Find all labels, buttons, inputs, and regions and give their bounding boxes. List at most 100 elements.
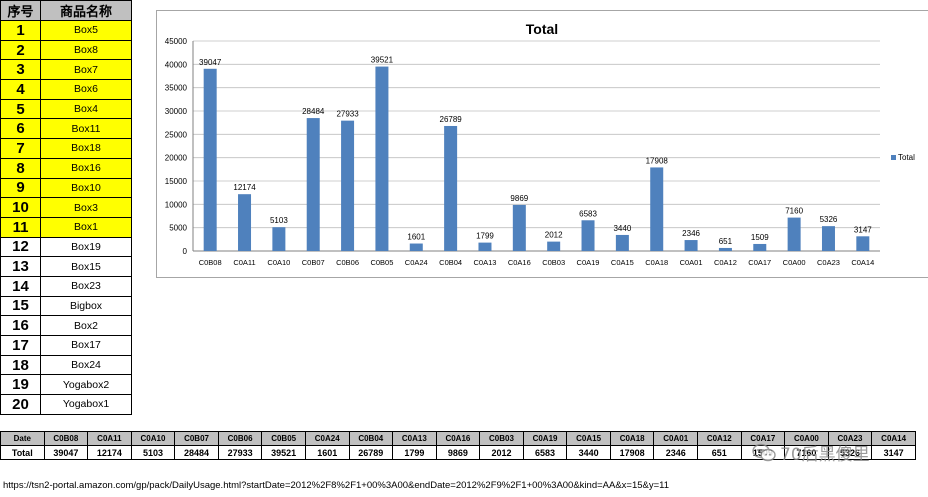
bar xyxy=(341,120,355,251)
row-number: 12 xyxy=(0,236,41,258)
legend-swatch xyxy=(891,155,896,160)
x-tick-label: C0A13 xyxy=(474,258,497,267)
date-header: Date xyxy=(0,431,45,446)
x-tick-label: C0B06 xyxy=(336,258,359,267)
product-name: Box4 xyxy=(40,98,132,120)
product-row: 4 Box6 xyxy=(0,79,132,100)
legend-label: Total xyxy=(898,153,915,162)
product-row: 10 Box3 xyxy=(0,197,132,218)
x-tick-label: C0B07 xyxy=(302,258,325,267)
column-header: C0A14 xyxy=(871,431,916,446)
bar xyxy=(272,227,286,251)
product-name: Box16 xyxy=(40,157,132,179)
product-row: 2 Box8 xyxy=(0,39,132,61)
x-tick-label: C0A00 xyxy=(783,258,806,267)
data-label: 651 xyxy=(719,237,733,246)
product-row: 16 Box2 xyxy=(0,315,132,336)
bar xyxy=(238,194,252,251)
y-tick-label: 45000 xyxy=(165,37,188,46)
bar xyxy=(718,247,732,251)
row-number: 3 xyxy=(0,59,41,81)
column-header: C0B05 xyxy=(261,431,306,446)
product-name: Box15 xyxy=(40,256,132,277)
y-tick-label: 20000 xyxy=(165,154,188,163)
bar xyxy=(581,220,595,251)
wechat-icon xyxy=(752,443,776,461)
row-number: 1 xyxy=(0,20,41,41)
x-tick-label: C0B04 xyxy=(439,258,462,267)
column-header: C0B07 xyxy=(174,431,219,446)
bar xyxy=(409,243,423,251)
product-name: Box2 xyxy=(40,315,132,336)
data-label: 39521 xyxy=(371,56,394,65)
data-label: 6583 xyxy=(579,209,597,218)
watermark-text: 70后黑傻里 xyxy=(780,445,870,465)
product-row: 14 Box23 xyxy=(0,275,132,297)
column-header: C0A12 xyxy=(697,431,742,446)
total-cell: 3147 xyxy=(871,445,916,460)
data-label: 9869 xyxy=(510,194,528,203)
data-label: 27933 xyxy=(336,110,359,119)
total-cell: 2346 xyxy=(653,445,698,460)
total-cell: 1799 xyxy=(392,445,437,460)
product-name: Box18 xyxy=(40,138,132,159)
y-tick-label: 5000 xyxy=(169,224,187,233)
product-row: 11 Box1 xyxy=(0,216,132,238)
y-tick-label: 15000 xyxy=(165,177,188,186)
y-tick-label: 10000 xyxy=(165,200,188,209)
y-tick-label: 30000 xyxy=(165,107,188,116)
total-cell: 39047 xyxy=(43,445,89,460)
row-number: 15 xyxy=(0,295,41,317)
total-label: Total xyxy=(0,445,45,460)
product-row: 5 Box4 xyxy=(0,98,132,120)
data-label: 7160 xyxy=(785,207,803,216)
bar xyxy=(753,243,767,251)
column-header: C0A17 xyxy=(740,431,786,446)
total-cell: 39521 xyxy=(261,445,306,460)
product-row: 8 Box16 xyxy=(0,157,132,179)
total-cell: 2012 xyxy=(479,445,524,460)
column-header: C0A13 xyxy=(392,431,437,446)
product-row: 7 Box18 xyxy=(0,138,132,159)
product-table-header: 序号 商品名称 xyxy=(0,0,132,21)
total-cell: 17908 xyxy=(609,445,655,460)
column-header: C0A18 xyxy=(609,431,655,446)
product-table: 序号 商品名称 1 Box5 2 Box8 3 Box7 4 Box6 5 Box4 6 Box11 7… xyxy=(0,0,132,415)
row-number: 20 xyxy=(0,394,41,415)
usage-table-row: Total 39047 12174 5103 28484 27933 39521 1601 26… xyxy=(0,445,916,460)
chart-title: Total xyxy=(526,21,558,37)
column-header: C0A15 xyxy=(566,431,611,446)
data-label: 17908 xyxy=(646,156,669,165)
watermark: 70后黑傻里 xyxy=(752,440,870,465)
x-tick-label: C0A23 xyxy=(817,258,840,267)
y-tick-label: 25000 xyxy=(165,130,188,139)
product-name: Box11 xyxy=(40,118,132,140)
total-chart: Total 0 5000 10000 15000 20000 25000 30000 35000… xyxy=(156,10,928,278)
product-row: 20 Yogabox1 xyxy=(0,394,132,415)
bar xyxy=(478,242,492,251)
product-row: 3 Box7 xyxy=(0,59,132,81)
total-cell: 5103 xyxy=(130,445,176,460)
data-label: 3440 xyxy=(613,224,631,233)
column-header: C0A10 xyxy=(130,431,176,446)
product-row: 15 Bigbox xyxy=(0,295,132,317)
product-name: Yogabox2 xyxy=(40,374,132,396)
column-header: C0A19 xyxy=(522,431,568,446)
product-name: Box3 xyxy=(40,197,132,218)
data-label: 12174 xyxy=(233,183,256,192)
total-cell: 1601 xyxy=(304,445,350,460)
source-url[interactable]: https://tsn2-portal.amazon.com/gp/pack/D… xyxy=(3,480,670,491)
bar xyxy=(375,66,389,251)
x-tick-label: C0A18 xyxy=(645,258,668,267)
x-tick-label: C0A17 xyxy=(748,258,771,267)
column-header: C0B06 xyxy=(217,431,263,446)
x-tick-label: C0B05 xyxy=(370,258,393,267)
column-header: C0B08 xyxy=(43,431,89,446)
product-row: 19 Yogabox2 xyxy=(0,374,132,396)
header-no: 序号 xyxy=(0,0,41,21)
column-header: C0B03 xyxy=(479,431,524,446)
x-tick-label: C0A15 xyxy=(611,258,634,267)
data-label: 1799 xyxy=(476,232,494,241)
y-tick-label: 40000 xyxy=(165,60,188,69)
x-tick-label: C0B08 xyxy=(199,258,222,267)
